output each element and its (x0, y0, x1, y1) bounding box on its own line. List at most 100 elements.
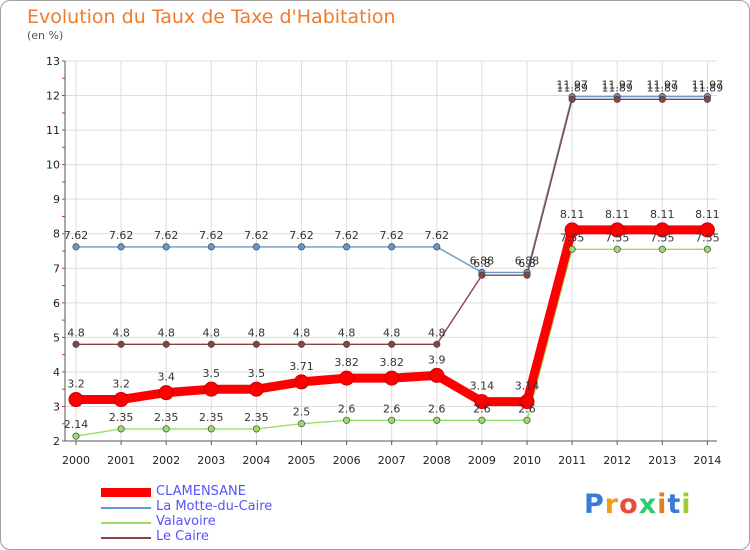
data-point-valavoire (568, 245, 576, 253)
x-tick-label-2002: 2002 (152, 454, 180, 467)
y-tick-label-12: 12 (46, 90, 60, 103)
data-point-le-caire (568, 95, 576, 103)
data-point-clamensane (384, 370, 400, 386)
data-point-le-caire (478, 271, 486, 279)
data-label-la-motte-du-caire: 11.97 (556, 79, 588, 92)
data-point-valavoire (478, 416, 486, 424)
data-point-le-caire (162, 340, 170, 348)
y-tick-label-2: 2 (53, 435, 60, 448)
data-point-la-motte-du-caire (343, 243, 351, 251)
y-tick-label-3: 3 (53, 400, 60, 413)
data-label-clamensane: 3.5 (248, 367, 266, 380)
data-label-le-caire: 4.8 (293, 326, 311, 339)
data-label-valavoire: 2.6 (383, 402, 401, 415)
data-label-le-caire: 4.8 (248, 326, 266, 339)
data-label-clamensane: 3.14 (470, 380, 495, 393)
data-label-la-motte-du-caire: 11.97 (647, 79, 679, 92)
y-tick-label-10: 10 (46, 159, 60, 172)
data-label-la-motte-du-caire: 7.62 (154, 229, 179, 242)
data-label-valavoire: 7.55 (695, 231, 720, 244)
data-label-clamensane: 8.11 (560, 208, 585, 221)
data-point-valavoire (433, 416, 441, 424)
data-label-la-motte-du-caire: 7.62 (425, 229, 450, 242)
data-point-clamensane (248, 381, 264, 397)
proxiti-logo: Proxiti (584, 489, 692, 520)
data-point-clamensane (429, 367, 445, 383)
data-label-la-motte-du-caire: 7.62 (289, 229, 314, 242)
data-label-le-caire: 4.8 (383, 326, 401, 339)
data-label-valavoire: 2.35 (244, 411, 269, 424)
data-label-la-motte-du-caire: 6.88 (515, 254, 540, 267)
data-label-valavoire: 2.6 (338, 402, 356, 415)
data-label-clamensane: 8.11 (605, 208, 630, 221)
x-tick-label-2003: 2003 (197, 454, 225, 467)
data-label-la-motte-du-caire: 6.88 (470, 254, 495, 267)
data-label-la-motte-du-caire: 7.62 (334, 229, 359, 242)
data-point-valavoire (72, 432, 80, 440)
data-point-clamensane (564, 222, 580, 238)
data-point-valavoire (117, 425, 125, 433)
data-label-valavoire: 2.35 (154, 411, 179, 424)
data-label-la-motte-du-caire: 11.97 (601, 79, 633, 92)
data-label-valavoire: 2.35 (199, 411, 224, 424)
y-tick-label-4: 4 (53, 366, 60, 379)
y-tick-label-13: 13 (46, 55, 60, 68)
legend-swatch-la-motte-du-caire (101, 507, 151, 509)
unit-label: (en %) (27, 29, 64, 42)
data-label-valavoire: 2.35 (109, 411, 134, 424)
data-label-le-caire: 4.8 (112, 326, 130, 339)
data-point-la-motte-du-caire (252, 243, 260, 251)
data-point-valavoire (703, 245, 711, 253)
data-label-la-motte-du-caire: 7.62 (379, 229, 404, 242)
data-label-valavoire: 2.6 (428, 402, 446, 415)
data-labels: 7.62 7.62 7.62 7.62 7.62 7.62 7.62 7.62 7.626.88… (64, 79, 723, 432)
x-tick-label-2007: 2007 (378, 454, 406, 467)
series-points (68, 93, 715, 440)
data-label-la-motte-du-caire: 7.62 (109, 229, 134, 242)
data-label-clamensane: 3.82 (379, 356, 404, 369)
data-point-valavoire (207, 425, 215, 433)
data-label-valavoire: 2.5 (293, 406, 311, 419)
data-label-clamensane: 3.14 (515, 380, 540, 393)
axes: 2 3 4 5 6 7 8 9 10 11 12 13 2000 2001 2002 2003 2004 2005… (46, 55, 721, 467)
legend-label-la-motte-du-caire: La Motte-du-Caire (156, 499, 273, 514)
x-tick-label-2005: 2005 (288, 454, 316, 467)
data-point-le-caire (703, 95, 711, 103)
data-point-la-motte-du-caire (117, 243, 125, 251)
data-label-la-motte-du-caire: 7.62 (244, 229, 269, 242)
data-label-clamensane: 3.5 (203, 367, 221, 380)
data-label-clamensane: 3.71 (289, 360, 314, 373)
data-label-le-caire: 4.8 (67, 326, 85, 339)
data-point-valavoire (523, 416, 531, 424)
data-label-clamensane: 3.82 (334, 356, 359, 369)
data-point-valavoire (658, 245, 666, 253)
data-label-le-caire: 11.89 (556, 81, 588, 94)
x-tick-label-2012: 2012 (603, 454, 631, 467)
data-point-valavoire (613, 245, 621, 253)
data-label-valavoire: 2.6 (518, 402, 536, 415)
data-label-la-motte-du-caire: 11.97 (692, 79, 724, 92)
data-label-le-caire: 4.8 (338, 326, 356, 339)
data-point-le-caire (297, 340, 306, 348)
x-tick-label-2006: 2006 (333, 454, 361, 467)
data-label-le-caire: 11.89 (601, 81, 633, 94)
data-label-le-caire: 4.8 (157, 326, 175, 339)
legend-swatch-clamensane (101, 488, 151, 497)
data-point-le-caire (433, 340, 441, 348)
data-label-valavoire: 2.6 (473, 402, 491, 415)
data-point-la-motte-du-caire (433, 243, 441, 251)
data-point-valavoire (343, 416, 351, 424)
x-tick-label-2014: 2014 (693, 454, 721, 467)
y-tick-label-5: 5 (53, 331, 60, 344)
data-label-le-caire: 4.8 (203, 326, 221, 339)
data-point-la-motte-du-caire (297, 243, 306, 251)
data-label-la-motte-du-caire: 7.62 (199, 229, 224, 242)
data-point-clamensane (294, 374, 309, 390)
data-point-clamensane (203, 381, 219, 397)
legend-label-valavoire: Valavoire (156, 514, 216, 529)
data-point-le-caire (207, 340, 215, 348)
data-point-le-caire (613, 95, 621, 103)
y-tick-label-11: 11 (46, 124, 60, 137)
data-point-le-caire (72, 340, 80, 348)
